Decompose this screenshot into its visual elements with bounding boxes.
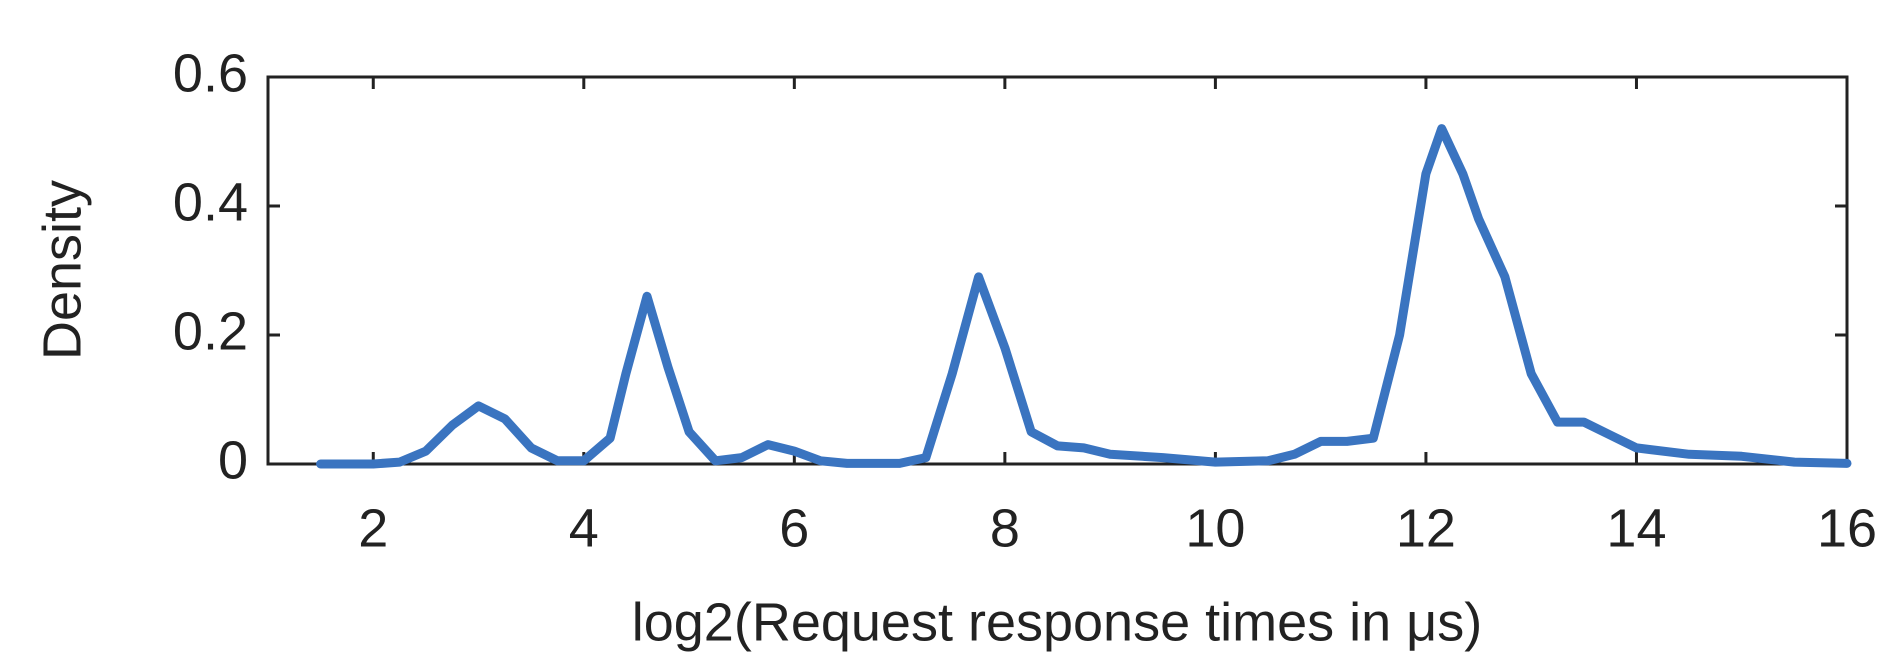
y-tick-label: 0.2 <box>173 301 248 361</box>
x-tick-label: 14 <box>1606 498 1666 558</box>
x-tick-label: 2 <box>358 498 388 558</box>
x-tick-label: 10 <box>1185 498 1245 558</box>
x-tick-label: 6 <box>779 498 809 558</box>
x-axis-title: log2(Request response times in μs) <box>632 592 1483 652</box>
x-tick-label: 8 <box>990 498 1020 558</box>
x-tick-label: 4 <box>569 498 599 558</box>
y-tick-label: 0 <box>218 430 248 490</box>
x-tick-label: 16 <box>1817 498 1877 558</box>
x-tick-label: 12 <box>1396 498 1456 558</box>
density-line <box>316 124 1852 469</box>
y-axis-title: Density <box>32 180 92 360</box>
y-tick-label: 0.6 <box>173 43 248 103</box>
y-tick-label: 0.4 <box>173 172 248 232</box>
plot-frame <box>266 75 1849 466</box>
